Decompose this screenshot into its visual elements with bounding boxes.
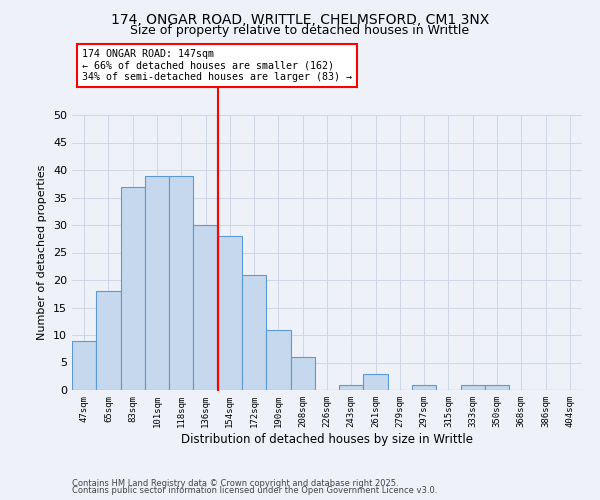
Text: 174 ONGAR ROAD: 147sqm
← 66% of detached houses are smaller (162)
34% of semi-de: 174 ONGAR ROAD: 147sqm ← 66% of detached… [82,49,352,82]
Bar [96,291,121,390]
Y-axis label: Number of detached properties: Number of detached properties [37,165,47,340]
Bar [339,384,364,390]
Text: Size of property relative to detached houses in Writtle: Size of property relative to detached ho… [130,24,470,37]
Text: 174, ONGAR ROAD, WRITTLE, CHELMSFORD, CM1 3NX: 174, ONGAR ROAD, WRITTLE, CHELMSFORD, CM… [111,12,489,26]
Bar [461,384,485,390]
Bar [218,236,242,390]
X-axis label: Distribution of detached houses by size in Writtle: Distribution of detached houses by size … [181,432,473,446]
Bar [485,384,509,390]
Bar [121,186,145,390]
Text: Contains public sector information licensed under the Open Government Licence v3: Contains public sector information licen… [72,486,437,495]
Bar [169,176,193,390]
Bar [145,176,169,390]
Bar [364,374,388,390]
Bar [193,225,218,390]
Bar [72,340,96,390]
Bar [290,357,315,390]
Bar [266,330,290,390]
Text: Contains HM Land Registry data © Crown copyright and database right 2025.: Contains HM Land Registry data © Crown c… [72,478,398,488]
Bar [242,274,266,390]
Bar [412,384,436,390]
